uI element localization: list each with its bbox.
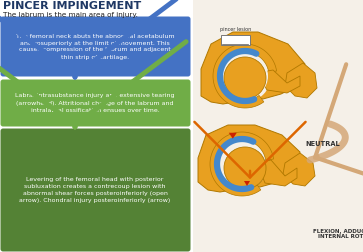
FancyBboxPatch shape — [0, 129, 191, 251]
Bar — [193, 0, 363, 252]
Text: The labrum is the main area of injury.: The labrum is the main area of injury. — [3, 12, 138, 18]
Text: The femoral neck abuts the abnormal acetabulum
anterosuperiorly at the limit of : The femoral neck abuts the abnormal acet… — [16, 34, 174, 59]
Circle shape — [219, 141, 265, 187]
Text: Levering of the femoral head with posterior
subluxation creates a contrecoup les: Levering of the femoral head with poster… — [19, 177, 171, 203]
Circle shape — [224, 147, 266, 189]
Circle shape — [219, 50, 271, 102]
Polygon shape — [244, 181, 250, 186]
Circle shape — [224, 57, 266, 99]
Circle shape — [216, 138, 268, 190]
FancyBboxPatch shape — [0, 16, 191, 77]
Text: NEUTRAL: NEUTRAL — [306, 141, 340, 147]
Polygon shape — [229, 133, 237, 139]
Polygon shape — [283, 153, 315, 186]
Polygon shape — [257, 160, 297, 186]
FancyBboxPatch shape — [0, 79, 191, 127]
Polygon shape — [285, 63, 317, 98]
Polygon shape — [201, 32, 305, 104]
Polygon shape — [198, 125, 300, 192]
Polygon shape — [257, 70, 300, 93]
Text: pincer lesion: pincer lesion — [220, 27, 251, 32]
Polygon shape — [210, 132, 274, 196]
Text: Labral intrasubstance injury and extensive tearing
(arrowhead). Attritional chan: Labral intrasubstance injury and extensi… — [15, 93, 175, 112]
Circle shape — [222, 53, 268, 99]
FancyBboxPatch shape — [221, 35, 250, 45]
Polygon shape — [213, 44, 277, 108]
Text: PINCER IMPINGEMENT: PINCER IMPINGEMENT — [3, 1, 141, 11]
Text: FLEXION, ADDUCTION &
INTERNAL ROTATION: FLEXION, ADDUCTION & INTERNAL ROTATION — [313, 229, 363, 239]
